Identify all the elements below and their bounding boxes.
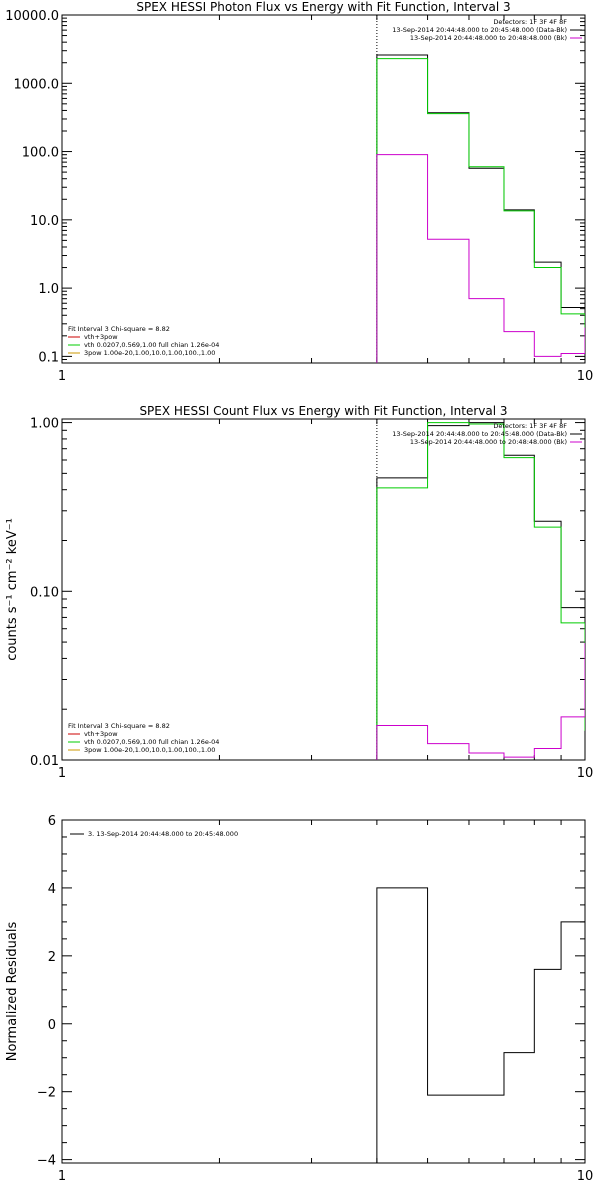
plot-area bbox=[376, 419, 585, 760]
chart-title: SPEX HESSI Photon Flux vs Energy with Fi… bbox=[136, 0, 510, 14]
y-tick-label: 1.0 bbox=[38, 282, 59, 297]
y-tick-label: 0 bbox=[48, 1018, 56, 1033]
x-tick-label: 1 bbox=[58, 1169, 66, 1184]
legend-entry: Fit Interval 3 Chi-square = 8.82 bbox=[68, 722, 170, 730]
legend-entry: vth 0.0207,0.569,1.00 full chian 1.26e-0… bbox=[84, 341, 219, 349]
y-tick-label: −4 bbox=[37, 1154, 56, 1169]
y-axis-label: counts s⁻¹ cm⁻² keV⁻¹ bbox=[5, 518, 20, 661]
x-tick-label: 10 bbox=[577, 1169, 594, 1184]
legend-entry: 13-Sep-2014 20:44:48.000 to 20:45:48.000… bbox=[392, 430, 567, 438]
y-tick-label: 1.00 bbox=[30, 417, 59, 432]
panel-3: 1 10 −4 −2 0 2 4 6 Normalized Residuals 3. 13-Sep… bbox=[5, 814, 594, 1184]
series-2-line bbox=[376, 58, 585, 363]
x-tick-label: 1 bbox=[58, 766, 66, 781]
legend-entry: vth 0.0207,0.569,1.00 full chian 1.26e-0… bbox=[84, 738, 219, 746]
y-tick-label: 0.1 bbox=[38, 350, 59, 365]
legend-entry: Detectors: 1F 3F 4F 8F bbox=[493, 422, 567, 430]
series-3-line bbox=[376, 154, 585, 363]
plot-frame bbox=[61, 14, 586, 364]
legend-entry: Detectors: 1F 3F 4F 8F bbox=[493, 18, 567, 26]
legend-entry: 13-Sep-2014 20:44:48.000 to 20:45:48.000… bbox=[392, 26, 567, 34]
panel-2: SPEX HESSI Count Flux vs Energy with Fit… bbox=[5, 404, 594, 781]
panel-1: SPEX HESSI Photon Flux vs Energy with Fi… bbox=[5, 0, 594, 384]
legend-entry: 3. 13-Sep-2014 20:44:48.000 to 20:45:48.… bbox=[88, 830, 238, 838]
y-tick-label: 0.10 bbox=[30, 585, 59, 600]
y-tick-label: 4 bbox=[48, 882, 56, 897]
y-tick-label: 10.0 bbox=[30, 214, 59, 229]
y-tick-label: −2 bbox=[37, 1086, 56, 1101]
x-tick-label: 1 bbox=[58, 369, 66, 384]
plot-frame bbox=[61, 418, 586, 761]
series-2-line bbox=[376, 422, 585, 760]
legend-entry: vth+3pow bbox=[84, 730, 118, 738]
x-tick-label: 10 bbox=[577, 369, 594, 384]
legend-entry: 13-Sep-2014 20:44:48.000 to 20:48:48.000… bbox=[410, 438, 567, 446]
y-axis-label: Normalized Residuals bbox=[5, 922, 20, 1062]
y-tick-label: 2 bbox=[48, 950, 56, 965]
y-tick-label: 0.01 bbox=[30, 754, 59, 769]
legend-entry: 3pow 1.00e-20,1.00,10.0,1.00,100.,1.00 bbox=[84, 746, 215, 754]
y-tick-label: 6 bbox=[48, 814, 56, 829]
series-3-line bbox=[376, 643, 585, 760]
y-tick-label: 1000.0 bbox=[14, 77, 60, 92]
series-1-line bbox=[376, 422, 585, 760]
y-tick-label: 10000.0 bbox=[5, 9, 59, 24]
legend-entry: Fit Interval 3 Chi-square = 8.82 bbox=[68, 325, 170, 333]
legend-entry: 3pow 1.00e-20,1.00,10.0,1.00,100.,1.00 bbox=[84, 349, 215, 357]
plot-frame bbox=[61, 819, 586, 1164]
series-1-line bbox=[376, 887, 585, 1163]
y-tick-label: 100.0 bbox=[22, 146, 59, 161]
plot-area bbox=[376, 15, 585, 363]
x-tick-label: 10 bbox=[577, 766, 594, 781]
plot-area bbox=[376, 887, 585, 1163]
legend-entry: 13-Sep-2014 20:44:48.000 to 20:48:48.000… bbox=[410, 34, 567, 42]
chart-title: SPEX HESSI Count Flux vs Energy with Fit… bbox=[139, 404, 507, 418]
legend-entry: vth+3pow bbox=[84, 333, 118, 341]
series-1-line bbox=[376, 54, 585, 363]
